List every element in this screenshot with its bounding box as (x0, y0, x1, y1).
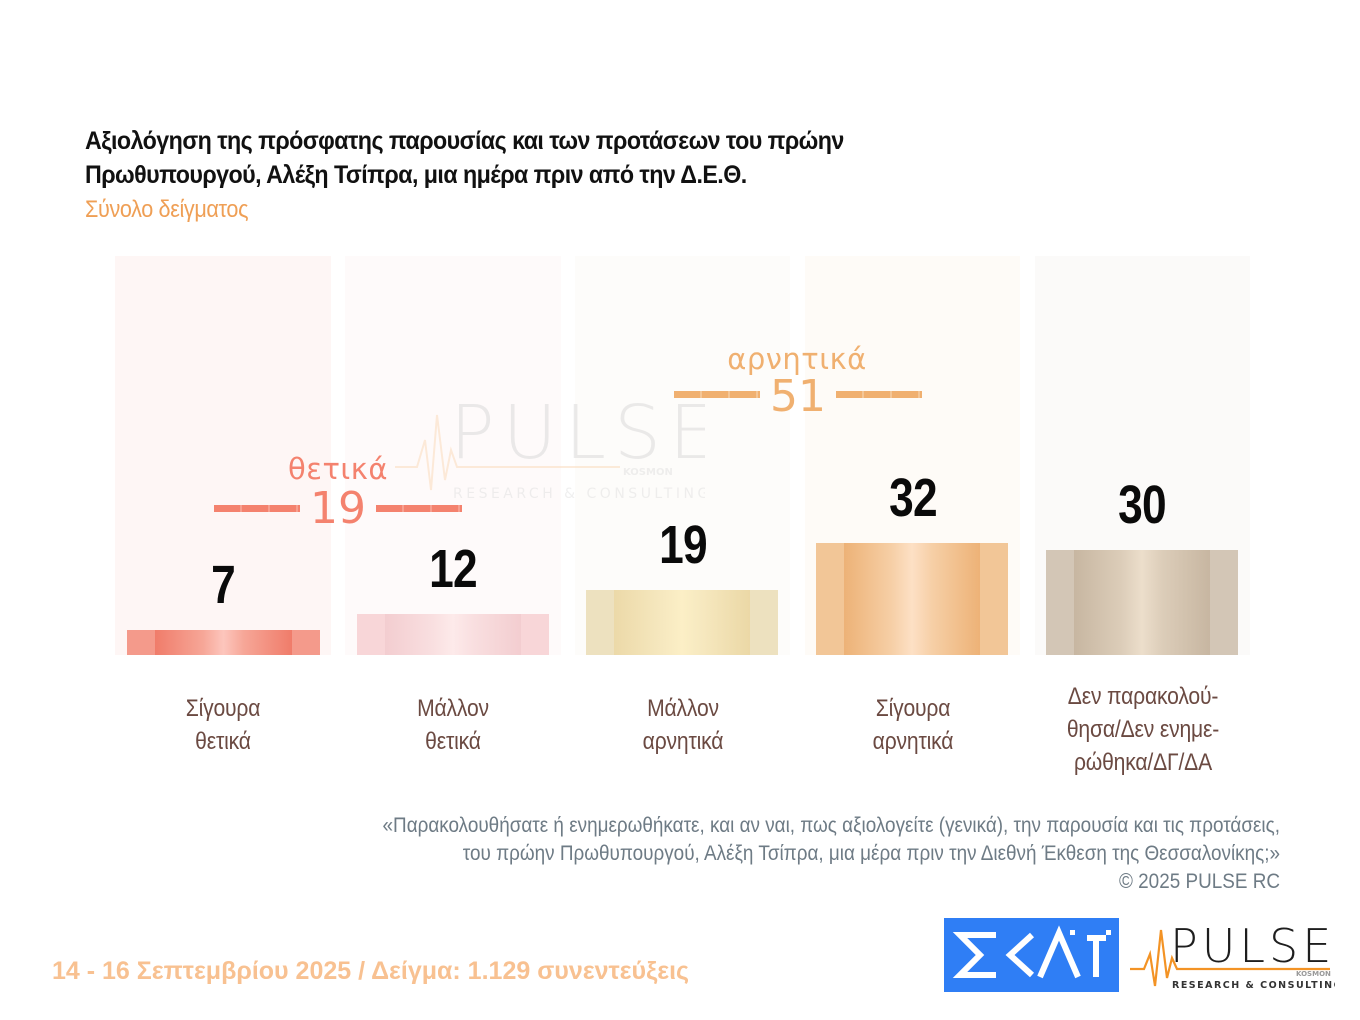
bar-sigoura-thetika (127, 630, 320, 655)
bar-dg-da (1046, 550, 1238, 655)
column-bg-3 (575, 256, 790, 655)
chart-subtitle: Σύνολο δείγματος (85, 196, 249, 223)
footer-sample-info: 14 - 16 Σεπτεμβρίου 2025 / Δείγμα: 1.129… (52, 957, 690, 985)
category-label-2: Μάλλον θετικά (417, 695, 489, 755)
title-line-2: Πρωθυπουργού, Αλέξη Τσίπρα, μια ημέρα πρ… (85, 161, 747, 189)
category-label-4: Σίγουρα αρνητικά (872, 695, 954, 755)
svg-text:RESEARCH & CONSULTING: RESEARCH & CONSULTING (453, 486, 705, 502)
group-line-positive-left (214, 505, 300, 512)
group-label-positive: θετικά (288, 452, 388, 486)
svg-text:KOSMON: KOSMON (1296, 970, 1331, 978)
question-line-2: του πρώην Πρωθυπουργού, Αλέξη Τσίπρα, μι… (462, 842, 1280, 865)
value-label-1: 7 (211, 555, 236, 615)
column-bg-1 (115, 256, 331, 655)
pulse-watermark-logo: PULSE KOSMON RESEARCH & CONSULTING (395, 395, 705, 502)
category-label-1: Σίγουρα θετικά (185, 695, 261, 755)
group-value-negative: 51 (770, 371, 826, 422)
chart-title: Αξιολόγηση της πρόσφατης παρουσίας και τ… (85, 124, 922, 192)
pulse-logo-text: PULSE (1170, 919, 1335, 973)
copyright: © 2025 PULSE RC (1118, 870, 1280, 893)
group-line-negative-left (674, 391, 760, 398)
group-value-positive: 19 (310, 483, 366, 534)
survey-question: «Παρακολουθήσατε ή ενημερωθήκατε, και αν… (290, 812, 1280, 896)
skai-logo-icon (952, 925, 1111, 979)
value-label-2: 12 (429, 539, 477, 599)
bar-mallon-arnitika (586, 590, 778, 655)
question-line-1: «Παρακολουθήσατε ή ενημερωθήκατε, και αν… (382, 814, 1280, 837)
category-label-3: Μάλλον αρνητικά (642, 695, 724, 755)
bar-sigoura-arnitika (816, 543, 1008, 655)
value-label-4: 32 (889, 468, 937, 528)
watermark-text: PULSE (450, 395, 705, 476)
group-line-positive-right (376, 505, 462, 512)
svg-text:RESEARCH & CONSULTING: RESEARCH & CONSULTING (1172, 980, 1335, 991)
skai-logo (944, 918, 1119, 992)
group-label-negative: αρνητικά (727, 342, 867, 376)
title-line-1: Αξιολόγηση της πρόσφατης παρουσίας και τ… (85, 127, 844, 155)
svg-text:KOSMON: KOSMON (623, 467, 673, 478)
value-label-5: 30 (1118, 475, 1166, 535)
value-label-3: 19 (659, 515, 707, 575)
pulse-logo: PULSE KOSMON RESEARCH & CONSULTING (1130, 919, 1335, 991)
group-line-negative-right (836, 391, 922, 398)
category-label-5: Δεν παρακολού-θησα/Δεν ενημε-ρώθηκα/ΔΓ/Δ… (1066, 683, 1220, 776)
bar-mallon-thetika (357, 614, 549, 655)
